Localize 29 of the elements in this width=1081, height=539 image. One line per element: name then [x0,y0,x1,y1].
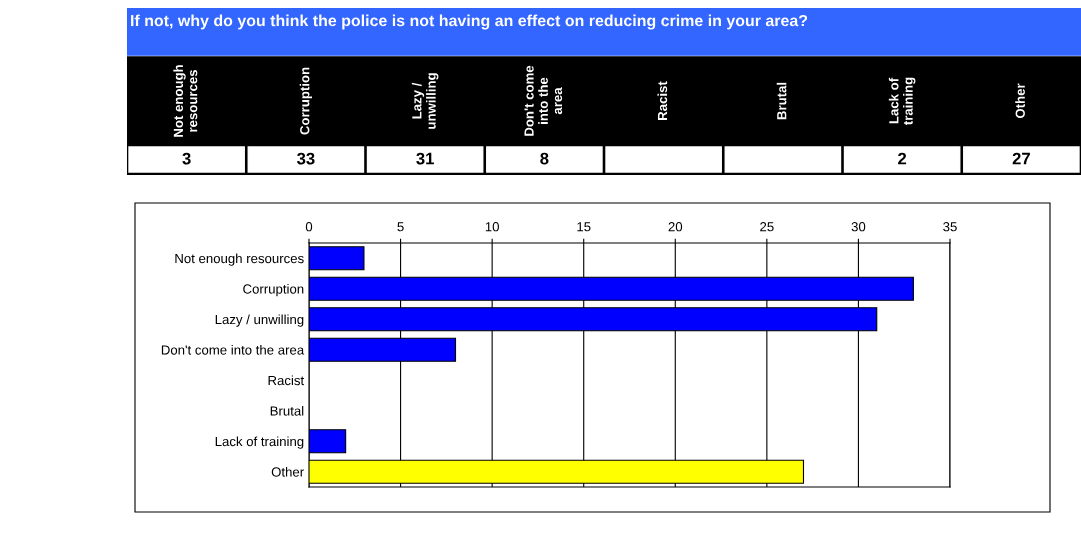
data-label: 31 [416,152,434,165]
y-tick-label: Other [271,466,304,477]
category-label: Other [1015,83,1025,119]
data-label: 33 [296,152,315,165]
y-tick-label: Racist [268,375,305,386]
data-label: 3 [182,152,191,165]
category-label: Racist [657,81,668,120]
y-tick-label: Not enough resources [175,253,304,266]
y-tick-label: Corruption [243,283,304,297]
x-tick-label: 5 [397,222,404,232]
category-label: Lazy / unwilling [411,73,439,129]
x-tick-label: 15 [577,222,591,232]
data-label: 8 [540,152,549,165]
x-tick-label: 0 [305,222,313,232]
text: If not, why do you think the police is not having an effect on reducing crime in your area? [131,14,808,30]
x-tick-label: 10 [485,222,499,232]
x-tick-label: 30 [851,222,866,232]
x-tick-label: 20 [668,222,683,232]
x-tick-label: 35 [943,222,957,232]
category-label: Don't come into the area [524,65,563,136]
y-tick-label: Lazy / unwilling [215,314,304,327]
data-label: 2 [898,152,907,165]
category-label: Brutal [776,82,787,120]
x-tick-label: 25 [760,222,774,232]
y-tick-label: Don't come into the area [161,344,305,355]
y-tick-label: Brutal [270,405,304,416]
y-tick-label: Lack of training [215,436,304,449]
data-label: 27 [1012,152,1030,165]
category-label: Lack of training [888,77,916,126]
